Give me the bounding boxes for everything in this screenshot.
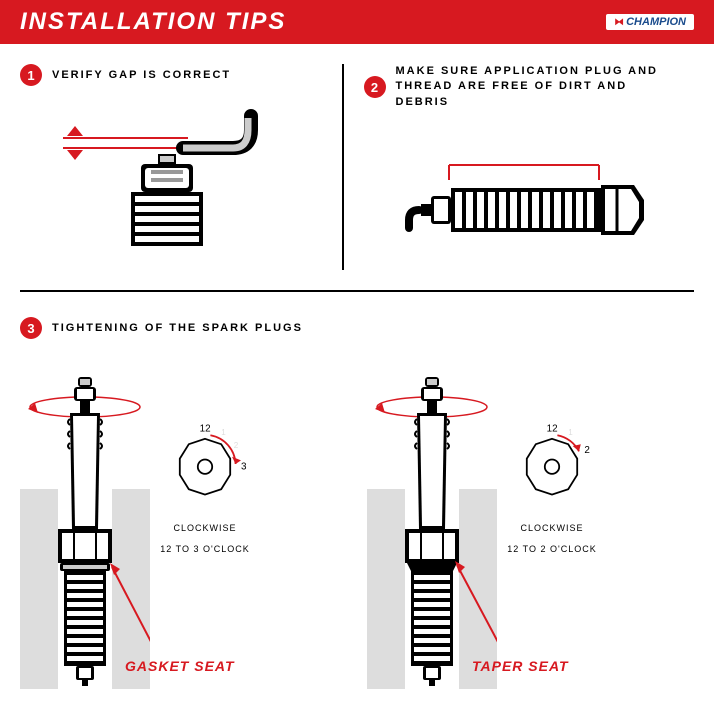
taper-range: 12 TO 2 O'CLOCK — [507, 543, 597, 556]
gasket-rotation: 12 3 1 2 CLOCKWISE 12 TO 3 O'CLOCK — [160, 419, 250, 555]
gasket-plug-svg — [20, 359, 150, 699]
step-3-number: 3 — [20, 317, 42, 339]
step-2-panel: 2 MAKE SURE APPLICATION PLUG AND THREAD … — [344, 64, 694, 270]
bowtie-icon: ⧓ — [614, 17, 624, 28]
step-2-title: MAKE SURE APPLICATION PLUG AND THREAD AR… — [396, 64, 676, 110]
thread-diagram — [364, 130, 694, 270]
clock-12-label: 12 — [547, 424, 558, 435]
gap-diagram — [20, 106, 327, 246]
step-1-panel: 1 VERIFY GAP IS CORRECT — [20, 64, 344, 270]
step-1-number: 1 — [20, 64, 42, 86]
step-1-header: 1 VERIFY GAP IS CORRECT — [20, 64, 327, 86]
plug-row: 12 3 1 2 CLOCKWISE 12 TO 3 O'CLOCK GASKE… — [20, 359, 694, 679]
taper-clock-svg: 12 2 1 — [507, 419, 597, 509]
taper-seat-label: TAPER SEAT — [472, 658, 569, 674]
clock-3-label: 3 — [241, 462, 247, 473]
clock-2-label: 2 — [584, 445, 590, 456]
gasket-range: 12 TO 3 O'CLOCK — [160, 543, 250, 556]
gasket-clock-svg: 12 3 1 2 — [160, 419, 250, 509]
clock-faded-1: 1 — [221, 428, 226, 437]
taper-plug-svg — [367, 359, 497, 699]
taper-direction: CLOCKWISE — [507, 522, 597, 535]
header-bar: INSTALLATION TIPS ⧓ CHAMPION — [0, 0, 714, 44]
step-3-title: TIGHTENING OF THE SPARK PLUGS — [52, 322, 303, 334]
gasket-plug-diagram — [20, 359, 150, 679]
clock-12-label: 12 — [200, 424, 211, 435]
thread-svg — [369, 130, 689, 270]
gasket-panel: 12 3 1 2 CLOCKWISE 12 TO 3 O'CLOCK GASKE… — [20, 359, 347, 679]
clock-faded-2: 2 — [234, 441, 239, 450]
step-3-section: 3 TIGHTENING OF THE SPARK PLUGS — [20, 292, 694, 679]
step-3-header: 3 TIGHTENING OF THE SPARK PLUGS — [20, 317, 694, 339]
gap-svg — [33, 106, 313, 246]
page-title: INSTALLATION TIPS — [20, 8, 286, 36]
top-row: 1 VERIFY GAP IS CORRECT — [20, 64, 694, 292]
brand-badge: ⧓ CHAMPION — [606, 14, 694, 30]
step-1-title: VERIFY GAP IS CORRECT — [52, 69, 231, 81]
gasket-direction: CLOCKWISE — [160, 522, 250, 535]
step-2-header: 2 MAKE SURE APPLICATION PLUG AND THREAD … — [364, 64, 694, 110]
brand-text: CHAMPION — [626, 16, 686, 28]
gasket-seat-label: GASKET SEAT — [125, 658, 235, 674]
taper-panel: 12 2 1 CLOCKWISE 12 TO 2 O'CLOCK TAPER S… — [367, 359, 694, 679]
clock-faded-1: 1 — [568, 428, 573, 437]
taper-plug-diagram — [367, 359, 497, 679]
taper-rotation: 12 2 1 CLOCKWISE 12 TO 2 O'CLOCK — [507, 419, 597, 555]
step-2-number: 2 — [364, 76, 386, 98]
content-area: 1 VERIFY GAP IS CORRECT — [0, 44, 714, 699]
